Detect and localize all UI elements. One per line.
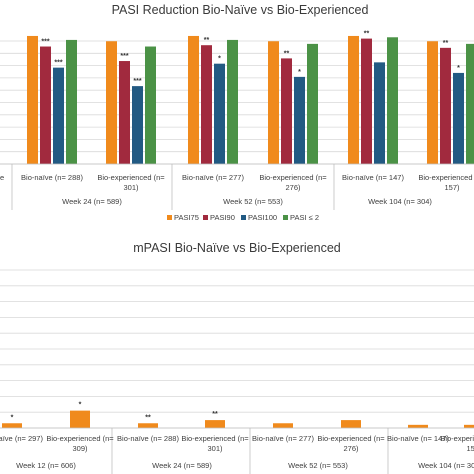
chart2-category-label: Bio-experienced (n= 301) <box>181 434 249 453</box>
chart1-bars <box>27 35 474 165</box>
chart2-bar <box>205 420 225 428</box>
chart1-bar <box>201 45 212 165</box>
chart1-significance-labels: *********************** <box>41 31 460 86</box>
chart1-legend-swatch <box>241 215 246 220</box>
chart2-category-label: Bio-experienced (n= 309) <box>46 434 114 453</box>
chart1-legend-swatch <box>167 215 172 220</box>
chart1-bar <box>66 39 77 164</box>
chart1-bar <box>307 43 318 164</box>
chart2-significance: * <box>11 414 14 421</box>
chart1-bar <box>361 38 372 164</box>
chart1-legend-label: PASI100 <box>248 213 277 222</box>
chart1-bar <box>294 76 305 164</box>
chart1-legend: PASI75 PASI90 PASI100 PASI ≤ 2 <box>167 213 319 222</box>
chart2-significance: * <box>79 402 82 409</box>
chart1-legend-swatch <box>203 215 208 220</box>
chart2-gridlines <box>0 269 474 429</box>
chart1-significance: ** <box>204 37 210 44</box>
chart2-bar <box>464 424 474 428</box>
chart1-significance: ** <box>443 40 449 47</box>
chart2-category-label: Bio-naïve (n= 147) <box>387 434 449 443</box>
chart1-group-label: Week 104 (n= 304) <box>368 197 432 206</box>
chart2-category-label: Bio-experienced (n= 276) <box>317 434 385 453</box>
chart1-category-label: Bio-experienced (n=157) <box>418 173 474 192</box>
chart2-group-label: Week 24 (n= 589) <box>152 461 212 470</box>
chart2-significance: ** <box>145 414 151 421</box>
chart1-bar <box>53 67 64 164</box>
chart2-category-label: Bio-naïve (n= 297) <box>0 434 43 443</box>
chart2-significance: ** <box>212 411 218 418</box>
chart1-bar <box>268 41 279 164</box>
chart1-significance: * <box>218 56 221 63</box>
chart2-category-label: Bio-naïve (n= 277) <box>252 434 314 443</box>
chart1-bar <box>440 47 451 165</box>
chart1-partial-label: e <box>0 173 4 182</box>
chart2-bar <box>273 423 293 428</box>
chart2-bar <box>2 423 22 428</box>
chart1-category-label: Bio-experienced (n= 301) <box>97 173 165 192</box>
chart2-category-axis: Bio-naïve (n= 297)Bio-experienced (n=309… <box>0 427 474 474</box>
chart1-bar <box>145 46 156 164</box>
chart1-bar <box>281 58 292 164</box>
chart1-category-label: Bio-naïve (n= 288) <box>21 173 83 182</box>
chart1-bar <box>227 39 238 164</box>
chart1-bar <box>466 43 474 164</box>
chart2-category-label: Bio-naïve (n= 288) <box>117 434 179 443</box>
chart2-significance-labels: **** ** <box>11 402 218 422</box>
chart2-group-label: Week 12 (n= 606) <box>16 461 76 470</box>
chart1-title: PASI Reduction Bio-Naïve vs Bio-Experien… <box>112 3 369 17</box>
chart1-bar <box>132 86 143 164</box>
chart1-bar <box>40 46 51 164</box>
chart2-title: mPASI Bio-Naïve vs Bio-Experienced <box>133 241 341 255</box>
chart1-significance: *** <box>41 39 49 46</box>
chart1-bar <box>348 35 359 165</box>
chart2-group-label: Week 104 (n= 304) <box>418 461 474 470</box>
chart1-legend-swatch <box>283 215 288 220</box>
chart1-legend-label: PASI75 <box>174 213 199 222</box>
chart1-bar <box>453 72 464 164</box>
chart1-bar <box>188 35 199 165</box>
chart1-bar <box>214 63 225 164</box>
chart1-category-label: Bio-naïve (n= 147) <box>342 173 404 182</box>
chart1-significance: ** <box>364 31 370 38</box>
chart1-bar <box>374 62 385 164</box>
chart2-bar <box>138 423 158 428</box>
chart2-category-label: Bio-experienced (n=157) <box>440 434 474 453</box>
chart1-significance: * <box>457 65 460 72</box>
chart1-category-label: Bio-naïve (n= 277) <box>182 173 244 182</box>
chart2-group-label: Week 52 (n= 553) <box>288 461 348 470</box>
chart1-legend-label: PASI ≤ 2 <box>290 213 319 222</box>
chart1-category-label: Bio-experienced (n= 276) <box>259 173 327 192</box>
chart1-bar <box>27 35 38 165</box>
chart1-legend-label: PASI90 <box>210 213 235 222</box>
chart1-bar <box>119 61 130 164</box>
chart1-significance: ** <box>284 50 290 57</box>
chart1-group-label: Week 52 (n= 553) <box>223 197 283 206</box>
chart1-significance: *** <box>133 78 141 85</box>
chart1-significance: * <box>298 69 301 76</box>
chart1-group-label: Week 24 (n= 589) <box>62 197 122 206</box>
chart1-bar <box>387 37 398 164</box>
chart2-bar <box>341 420 361 428</box>
chart2-bar <box>408 424 428 428</box>
chart1-bar <box>106 41 117 164</box>
chart1-category-axis: e Bio-naïve (n= 288) Bio-experienced (n= 30… <box>0 163 474 210</box>
chart1-bar <box>427 41 438 164</box>
chart2-bars <box>2 410 474 428</box>
chart1-significance: *** <box>54 60 62 67</box>
chart2-bar <box>70 410 90 428</box>
chart1-significance: *** <box>120 53 128 60</box>
